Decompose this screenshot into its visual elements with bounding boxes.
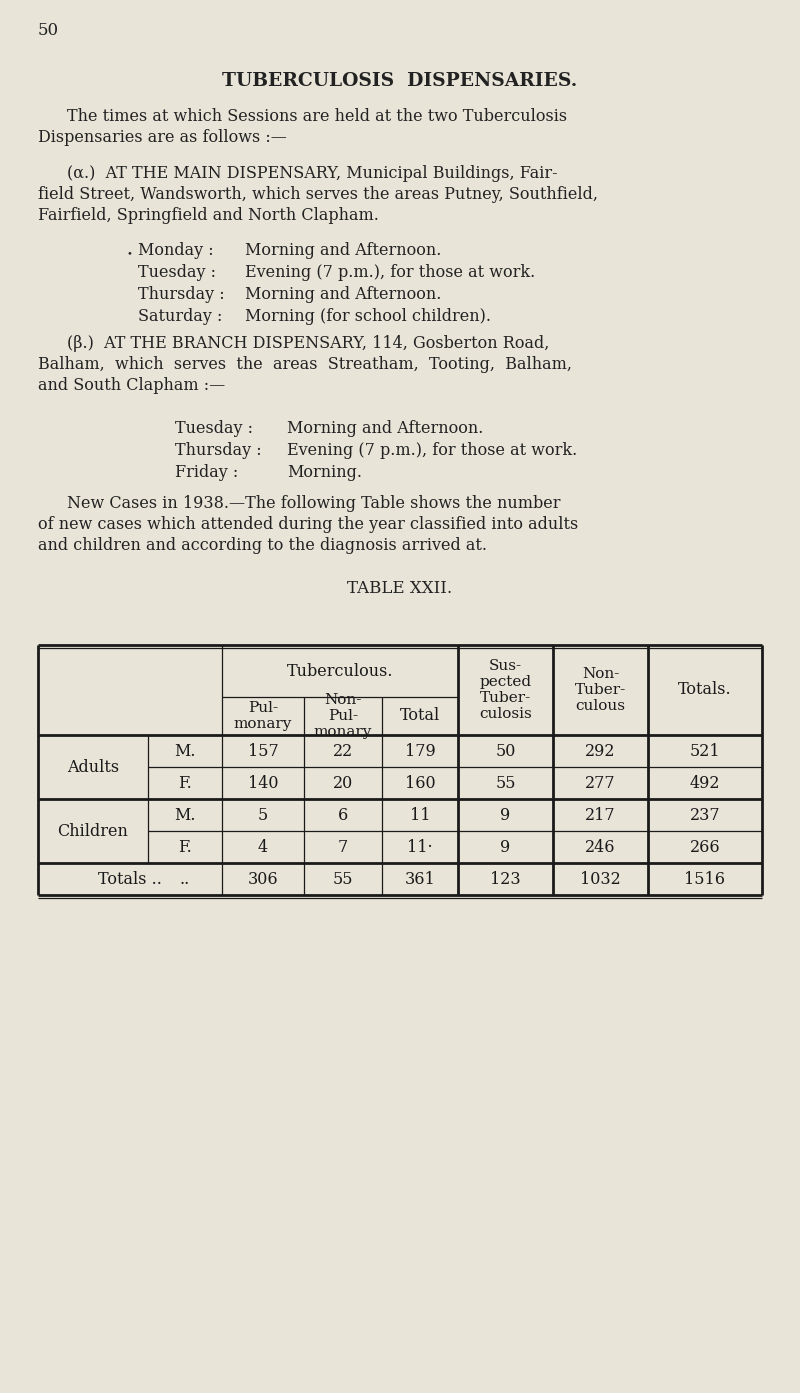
Text: 157: 157 (248, 742, 278, 759)
Text: Morning (for school children).: Morning (for school children). (245, 308, 491, 325)
Text: Thursday :: Thursday : (138, 286, 225, 304)
Text: 140: 140 (248, 775, 278, 791)
Text: F.: F. (178, 775, 192, 791)
Text: 11: 11 (410, 807, 430, 823)
Text: 521: 521 (690, 742, 720, 759)
Text: Dispensaries are as follows :—: Dispensaries are as follows :— (38, 130, 287, 146)
Text: 9: 9 (500, 807, 510, 823)
Text: 217: 217 (585, 807, 616, 823)
Text: 22: 22 (333, 742, 353, 759)
Text: M.: M. (174, 742, 196, 759)
Text: Totals ..: Totals .. (98, 871, 162, 887)
Text: field Street, Wandsworth, which serves the areas Putney, Southfield,: field Street, Wandsworth, which serves t… (38, 187, 598, 203)
Text: 306: 306 (248, 871, 278, 887)
Text: 1032: 1032 (580, 871, 621, 887)
Text: Sus-
pected
Tuber-
culosis: Sus- pected Tuber- culosis (479, 659, 532, 722)
Text: Fairfield, Springfield and North Clapham.: Fairfield, Springfield and North Clapham… (38, 208, 379, 224)
Text: ..: .. (180, 871, 190, 887)
Text: and children and according to the diagnosis arrived at.: and children and according to the diagno… (38, 536, 487, 554)
Text: 20: 20 (333, 775, 353, 791)
Text: Evening (7 p.m.), for those at work.: Evening (7 p.m.), for those at work. (287, 442, 578, 460)
Text: 179: 179 (405, 742, 435, 759)
Text: Evening (7 p.m.), for those at work.: Evening (7 p.m.), for those at work. (245, 265, 535, 281)
Text: 4: 4 (258, 839, 268, 855)
Text: 6: 6 (338, 807, 348, 823)
Text: Balham,  which  serves  the  areas  Streatham,  Tooting,  Balham,: Balham, which serves the areas Streatham… (38, 357, 572, 373)
Text: TUBERCULOSIS  DISPENSARIES.: TUBERCULOSIS DISPENSARIES. (222, 72, 578, 91)
Text: F.: F. (178, 839, 192, 855)
Text: 277: 277 (585, 775, 616, 791)
Text: New Cases in 1938.—The following Table shows the number: New Cases in 1938.—The following Table s… (67, 495, 561, 513)
Text: 9: 9 (500, 839, 510, 855)
Text: of new cases which attended during the year classified into adults: of new cases which attended during the y… (38, 515, 578, 534)
Text: 5: 5 (258, 807, 268, 823)
Text: Children: Children (58, 822, 129, 840)
Text: Totals.: Totals. (678, 681, 732, 698)
Text: Thursday :: Thursday : (175, 442, 262, 460)
Text: Friday :: Friday : (175, 464, 238, 481)
Text: (α.)  AT THE MAIN DISPENSARY, Municipal Buildings, Fair-: (α.) AT THE MAIN DISPENSARY, Municipal B… (67, 164, 558, 182)
Text: Morning and Afternoon.: Morning and Afternoon. (287, 421, 483, 437)
Text: The times at which Sessions are held at the two Tuberculosis: The times at which Sessions are held at … (67, 109, 567, 125)
Text: 50: 50 (38, 22, 59, 39)
Text: 160: 160 (405, 775, 435, 791)
Text: 292: 292 (586, 742, 616, 759)
Text: 55: 55 (333, 871, 354, 887)
Text: 123: 123 (490, 871, 521, 887)
Text: 266: 266 (690, 839, 720, 855)
Text: Tuberculous.: Tuberculous. (286, 663, 394, 680)
Text: M.: M. (174, 807, 196, 823)
Text: Non-
Tuber-
culous: Non- Tuber- culous (575, 667, 626, 713)
Text: 50: 50 (495, 742, 516, 759)
Text: 237: 237 (690, 807, 720, 823)
Text: 246: 246 (586, 839, 616, 855)
Text: Pul-
monary: Pul- monary (234, 701, 292, 731)
Text: Tuesday :: Tuesday : (175, 421, 253, 437)
Text: TABLE XXII.: TABLE XXII. (347, 579, 453, 598)
Text: Monday :: Monday : (138, 242, 214, 259)
Text: (β.)  AT THE BRANCH DISPENSARY, 114, Gosberton Road,: (β.) AT THE BRANCH DISPENSARY, 114, Gosb… (67, 334, 550, 352)
Text: 492: 492 (690, 775, 720, 791)
Text: Total: Total (400, 708, 440, 724)
Text: 11·: 11· (407, 839, 433, 855)
Text: Morning and Afternoon.: Morning and Afternoon. (245, 286, 442, 304)
Text: 55: 55 (495, 775, 516, 791)
Text: 1516: 1516 (685, 871, 726, 887)
Text: 7: 7 (338, 839, 348, 855)
Text: Saturday :: Saturday : (138, 308, 222, 325)
Text: Morning and Afternoon.: Morning and Afternoon. (245, 242, 442, 259)
Text: and South Clapham :—: and South Clapham :— (38, 378, 226, 394)
Text: Tuesday :: Tuesday : (138, 265, 216, 281)
Text: Adults: Adults (67, 759, 119, 776)
Text: 361: 361 (405, 871, 435, 887)
Text: Non-
Pul-
monary: Non- Pul- monary (314, 692, 372, 740)
Text: Morning.: Morning. (287, 464, 362, 481)
Text: •: • (127, 249, 133, 258)
